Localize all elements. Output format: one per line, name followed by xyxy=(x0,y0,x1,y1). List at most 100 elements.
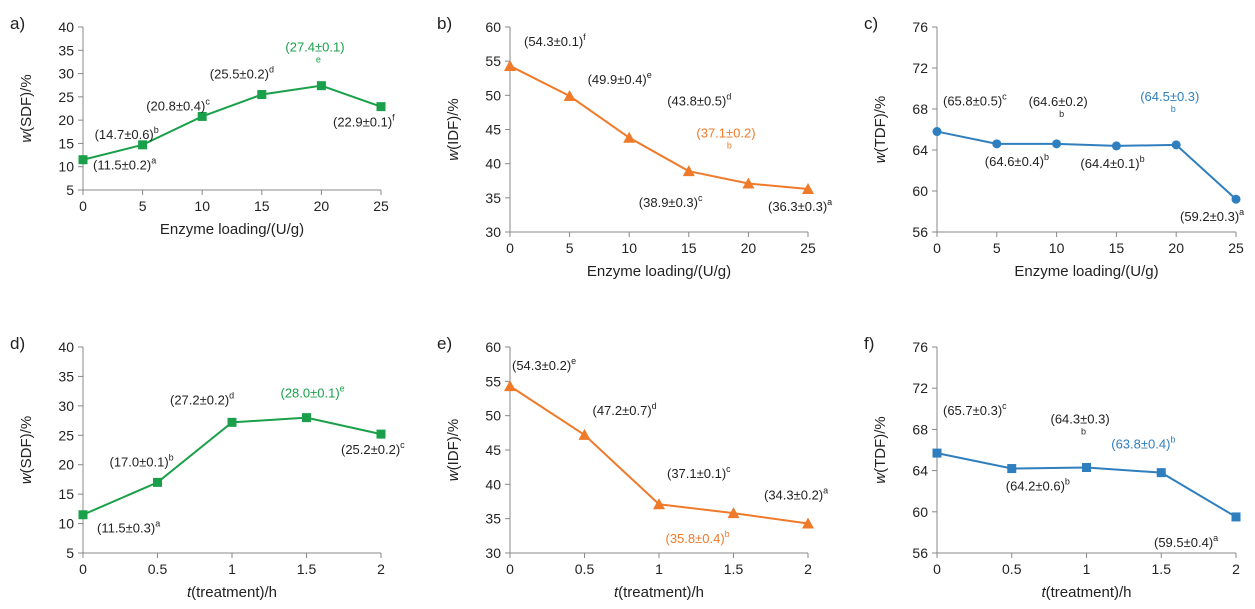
data-label-letter: b xyxy=(1081,427,1086,437)
data-label-letter: c xyxy=(726,464,731,474)
x-tick-label: 25 xyxy=(1228,240,1244,256)
data-label-letter: d xyxy=(652,401,657,411)
x-tick-label: 5 xyxy=(993,240,1001,256)
y-tick-label: 76 xyxy=(912,19,928,35)
data-label-letter: c xyxy=(1002,92,1007,102)
y-tick-label: 5 xyxy=(66,182,74,198)
data-point xyxy=(1082,463,1091,473)
y-tick-label: 76 xyxy=(912,339,928,355)
x-tick-label: 25 xyxy=(800,240,816,256)
data-label: (14.7±0.6)b xyxy=(95,125,159,142)
y-tick-label: 56 xyxy=(912,224,928,240)
data-point xyxy=(153,477,162,487)
data-label-letter: c xyxy=(698,193,703,203)
data-label: (36.3±0.3)a xyxy=(768,197,832,214)
data-label: (22.9±0.1)f xyxy=(333,113,395,130)
y-axis-label: w(SDF)/% xyxy=(18,416,35,484)
data-point xyxy=(227,417,237,427)
x-tick-label: 15 xyxy=(254,198,270,214)
panel-label: b) xyxy=(437,14,452,33)
data-point xyxy=(1171,140,1181,150)
data-label: (65.8±0.5)c xyxy=(943,92,1007,109)
chart-panel-e: e) 30 35 40 45 50 55 60 0 0.5 1 1.5 2 t(treatment)/h w… xyxy=(437,334,828,601)
x-tick-label: 0 xyxy=(933,561,941,577)
x-tick-label: 10 xyxy=(194,198,210,214)
x-tick-label: 20 xyxy=(314,198,330,214)
data-point xyxy=(742,177,755,189)
y-tick-label: 30 xyxy=(58,398,74,414)
data-point xyxy=(623,131,636,143)
data-label-letter: d xyxy=(726,92,731,102)
y-tick-label: 68 xyxy=(912,421,928,437)
y-tick-label: 72 xyxy=(912,60,928,76)
data-label: (38.9±0.3)c xyxy=(639,193,703,210)
data-label-letter: b xyxy=(1171,104,1176,114)
panel-label: c) xyxy=(864,14,878,33)
data-point xyxy=(1231,194,1241,204)
x-tick-label: 0 xyxy=(506,240,514,256)
data-point xyxy=(578,428,591,440)
data-label: (37.1±0.1)c xyxy=(667,464,731,481)
y-tick-label: 56 xyxy=(912,545,928,561)
x-tick-label: 1 xyxy=(228,561,236,577)
chart-panel-d: d) 5 10 15 20 25 30 35 40 0 0.5 1 1.5 2 t(treatment)/h… xyxy=(10,334,405,601)
y-tick-label: 40 xyxy=(58,339,74,355)
data-point xyxy=(1052,139,1062,149)
data-label-letter: b xyxy=(154,125,159,135)
x-tick-label: 15 xyxy=(1109,240,1125,256)
y-tick-label: 15 xyxy=(58,486,74,502)
data-label: (49.9±0.4)e xyxy=(588,70,652,87)
data-point xyxy=(992,139,1002,149)
y-tick-label: 10 xyxy=(58,159,74,175)
data-point xyxy=(653,498,665,510)
data-label: (64.3±0.3) xyxy=(1051,412,1110,427)
data-label: (47.2±0.7)d xyxy=(593,401,657,418)
panel-label: d) xyxy=(10,334,25,353)
data-label: (64.5±0.3) xyxy=(1140,89,1199,104)
y-tick-label: 45 xyxy=(485,442,501,458)
x-tick-label: 1 xyxy=(1083,561,1091,577)
data-label: (25.2±0.2)c xyxy=(341,440,405,457)
data-label-letter: a xyxy=(1239,207,1244,217)
data-label: (64.2±0.6)b xyxy=(1006,477,1070,494)
data-point xyxy=(727,507,740,519)
data-label: (59.2±0.3)a xyxy=(1180,207,1244,224)
data-label-letter: c xyxy=(205,96,210,106)
x-tick-label: 10 xyxy=(1049,240,1065,256)
data-label-letter: a xyxy=(823,485,828,495)
data-point xyxy=(197,111,207,121)
panel-label: a) xyxy=(10,14,25,33)
x-axis-label: Enzyme loading/(U/g) xyxy=(160,221,304,238)
y-tick-label: 20 xyxy=(58,112,74,128)
data-point xyxy=(1007,464,1017,474)
y-tick-label: 72 xyxy=(912,380,928,396)
data-label: (64.4±0.1)b xyxy=(1080,154,1144,171)
data-point xyxy=(257,90,267,100)
x-tick-label: 2 xyxy=(1232,561,1240,577)
y-tick-label: 55 xyxy=(485,373,501,389)
y-tick-label: 68 xyxy=(912,101,928,117)
y-tick-label: 50 xyxy=(485,87,501,103)
x-axis-label: t(treatment)/h xyxy=(614,584,704,601)
y-axis-label: w(TDF)/% xyxy=(872,96,889,164)
y-tick-label: 60 xyxy=(912,504,928,520)
data-point xyxy=(316,81,326,91)
chart-panel-c: c) 56 60 64 68 72 76 0 5 10 15 20 25 Enzyme loading/(… xyxy=(864,14,1244,280)
x-axis-label: Enzyme loading/(U/g) xyxy=(1014,263,1158,280)
y-tick-label: 35 xyxy=(485,511,501,527)
data-label: (63.8±0.4)b xyxy=(1111,435,1175,452)
data-label-letter: f xyxy=(392,113,395,123)
x-tick-label: 5 xyxy=(139,198,147,214)
data-point xyxy=(802,517,814,529)
y-axis-label: w(IDF)/% xyxy=(445,419,462,482)
x-tick-label: 2 xyxy=(377,561,385,577)
x-tick-label: 0 xyxy=(79,198,87,214)
data-label-letter: d xyxy=(269,65,274,75)
chart-panel-b: b) 30 35 40 45 50 55 60 0 5 10 15 20 25 Enzyme loading… xyxy=(437,14,832,280)
data-point xyxy=(504,380,516,392)
x-tick-label: 1.5 xyxy=(1152,561,1172,577)
data-point xyxy=(932,448,942,458)
panel-label: e) xyxy=(437,334,452,353)
x-tick-label: 0 xyxy=(506,561,514,577)
